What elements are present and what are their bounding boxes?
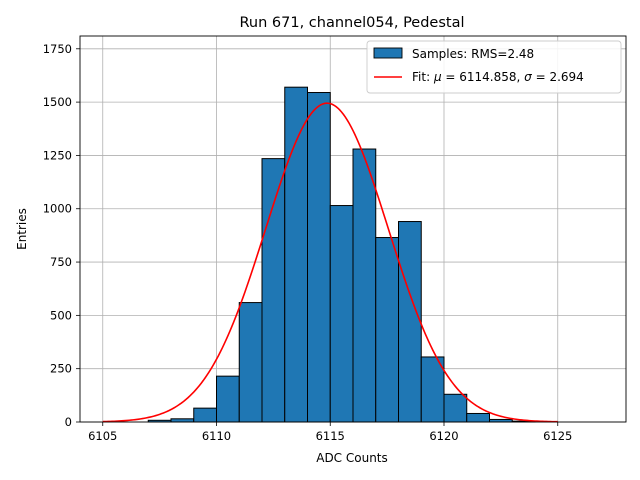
histogram-bar — [398, 221, 422, 423]
x-axis-label: ADC Counts — [316, 451, 388, 465]
histogram-bar — [466, 412, 490, 423]
x-tick-label: 6110 — [202, 429, 231, 443]
legend-fit-sigma-value: = 2.694 — [532, 70, 584, 84]
legend-fit-sigma-symbol: σ — [524, 70, 532, 84]
y-tick-label: 750 — [50, 255, 72, 269]
plot-frame — [79, 35, 627, 423]
chart-title: Run 671, channel054, Pedestal — [239, 15, 464, 31]
legend-fit-prefix: Fit: — [412, 70, 434, 84]
y-axis-label: Entries — [15, 208, 29, 250]
legend-fit-label: Fit: μ = 6114.858, σ = 2.694 — [412, 70, 584, 84]
histogram-bar — [420, 356, 445, 423]
legend-box — [366, 40, 622, 94]
y-tick-label: 250 — [50, 362, 72, 376]
histogram-bar — [329, 205, 354, 423]
x-tick-label: 6120 — [429, 429, 458, 443]
x-tick-label: 6115 — [316, 429, 345, 443]
histogram-bar — [375, 237, 399, 423]
x-axis-ticks: 6105 6110 6115 6120 6125 — [88, 422, 572, 443]
legend-histogram-swatch — [373, 47, 403, 59]
x-tick-label: 6125 — [543, 429, 572, 443]
histogram-bar — [193, 407, 217, 423]
y-tick-label: 1750 — [43, 42, 72, 56]
y-tick-label: 500 — [50, 308, 72, 322]
histogram-bar — [261, 158, 286, 423]
y-axis-ticks: 0 250 500 750 1000 1250 1500 1750 — [43, 42, 80, 429]
legend: Samples: RMS=2.48 Fit: μ = 6114.858, σ =… — [366, 40, 622, 94]
fit-curve — [102, 102, 558, 423]
x-tick-label: 6105 — [88, 429, 117, 443]
legend-fit-mu-value: = 6114.858, — [442, 70, 525, 84]
y-tick-label: 1250 — [43, 148, 72, 162]
histogram-bar — [216, 375, 240, 423]
y-tick-label: 1000 — [43, 202, 72, 216]
histogram-bar — [307, 92, 331, 423]
legend-fit-mu-symbol: μ — [433, 70, 442, 84]
histogram-bar — [284, 86, 308, 423]
histogram-bar — [443, 393, 468, 423]
histogram-bar — [170, 418, 195, 423]
histogram-bar — [352, 148, 377, 423]
y-tick-label: 0 — [65, 415, 72, 429]
histogram-bar — [238, 302, 263, 423]
y-tick-label: 1500 — [43, 95, 72, 109]
legend-histogram-label: Samples: RMS=2.48 — [412, 47, 534, 61]
